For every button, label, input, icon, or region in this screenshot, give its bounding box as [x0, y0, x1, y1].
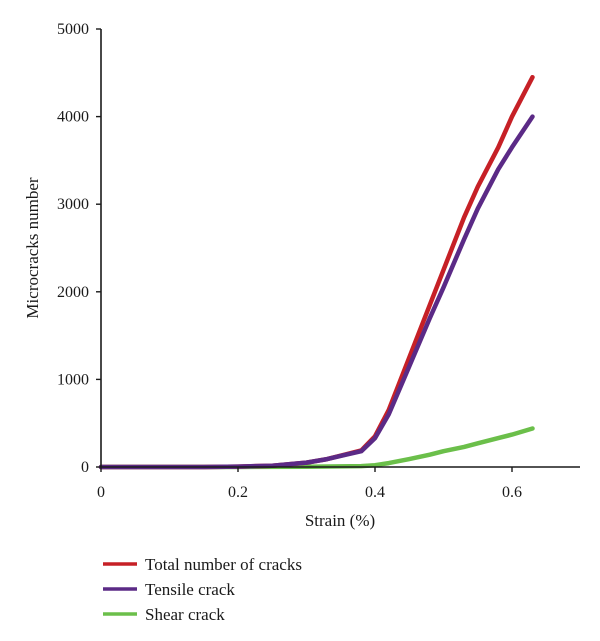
- legend-item-total: Total number of cracks: [103, 555, 302, 574]
- x-tick-label: 0.6: [502, 484, 522, 501]
- x-axis-title: Strain (%): [305, 511, 375, 530]
- series-layer: [98, 74, 535, 470]
- legend-label-tensile: Tensile crack: [145, 580, 235, 599]
- legend-item-tensile: Tensile crack: [103, 580, 235, 599]
- y-tick-label: 0: [81, 459, 89, 476]
- series-line-total: [98, 74, 535, 470]
- x-ticks: 0 0.2 0.4 0.6: [97, 467, 522, 501]
- legend-label-total: Total number of cracks: [145, 555, 302, 574]
- y-tick-label: 5000: [57, 21, 89, 38]
- y-tick-label: 1000: [57, 371, 89, 388]
- legend-item-shear: Shear crack: [103, 605, 225, 624]
- axes: [100, 29, 580, 468]
- x-tick-label: 0.4: [365, 484, 385, 501]
- series-line-tensile: [98, 114, 535, 470]
- legend: Total number of cracks Tensile crack She…: [103, 555, 302, 624]
- x-tick-label: 0: [97, 484, 105, 501]
- y-tick-label: 3000: [57, 196, 89, 213]
- y-axis-title: Microcracks number: [23, 177, 42, 318]
- y-tick-label: 2000: [57, 284, 89, 301]
- legend-label-shear: Shear crack: [145, 605, 225, 624]
- y-ticks: 0 1000 2000 3000 4000 5000: [57, 21, 101, 476]
- x-tick-label: 0.2: [228, 484, 248, 501]
- y-tick-label: 4000: [57, 109, 89, 126]
